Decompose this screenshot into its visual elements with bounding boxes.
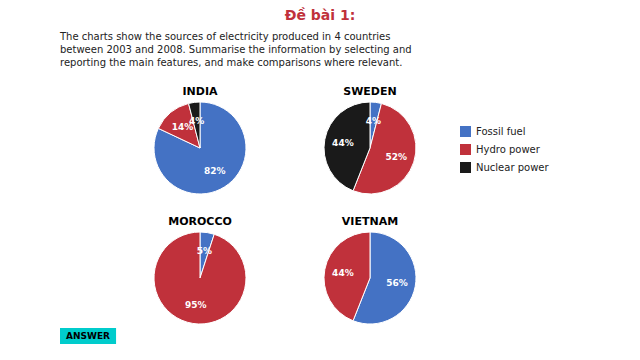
data-label: 4% (189, 116, 204, 126)
pie-title: MOROCCO (168, 215, 232, 228)
legend-label: Fossil fuel (476, 126, 525, 137)
pie-chart: MOROCCO 5% 95% (154, 215, 246, 324)
title: Đề bài 1: (285, 7, 356, 23)
data-label: 56% (386, 278, 408, 288)
description-line: reporting the main features, and make co… (60, 57, 402, 68)
annotation: ANSWER (60, 328, 116, 344)
data-label: 4% (366, 116, 381, 126)
legend-item: Nuclear power (460, 162, 549, 173)
data-label: 5% (197, 246, 212, 256)
pie-chart: VIETNAM 56% 44% (324, 215, 416, 324)
data-label: 44% (332, 138, 354, 148)
annotation-box (60, 328, 116, 344)
legend-swatch (460, 162, 471, 173)
data-label: 82% (204, 166, 226, 176)
legend-swatch (460, 144, 471, 155)
pie-chart: SWEDEN 4% 52% 44% (324, 85, 416, 194)
data-label: 44% (332, 268, 354, 278)
legend-label: Nuclear power (476, 162, 549, 173)
description-line: between 2003 and 2008. Summarise the inf… (60, 44, 412, 55)
chart-root: Đề bài 1: The charts show the sources of … (0, 0, 640, 360)
legend-label: Hydro power (476, 144, 541, 155)
legend: Fossil fuel Hydro power Nuclear power (460, 126, 549, 173)
legend-item: Fossil fuel (460, 126, 525, 137)
data-label: 95% (185, 300, 207, 310)
pie-chart: INDIA82%14%4% (154, 85, 246, 194)
legend-item: Hydro power (460, 144, 541, 155)
pie-slice (324, 232, 370, 321)
pie-slice (154, 102, 246, 194)
legend-swatch (460, 126, 471, 137)
pie-title: SWEDEN (343, 85, 396, 98)
annotation-text: ANSWER (66, 331, 110, 341)
pie-title: VIETNAM (342, 215, 398, 228)
description-line: The charts show the sources of electrici… (59, 31, 390, 42)
data-label: 52% (385, 152, 407, 162)
description: The charts show the sources of electrici… (59, 31, 412, 68)
pie-slice (154, 232, 246, 324)
pie-slice (324, 102, 370, 191)
pie-title: INDIA (182, 85, 218, 98)
